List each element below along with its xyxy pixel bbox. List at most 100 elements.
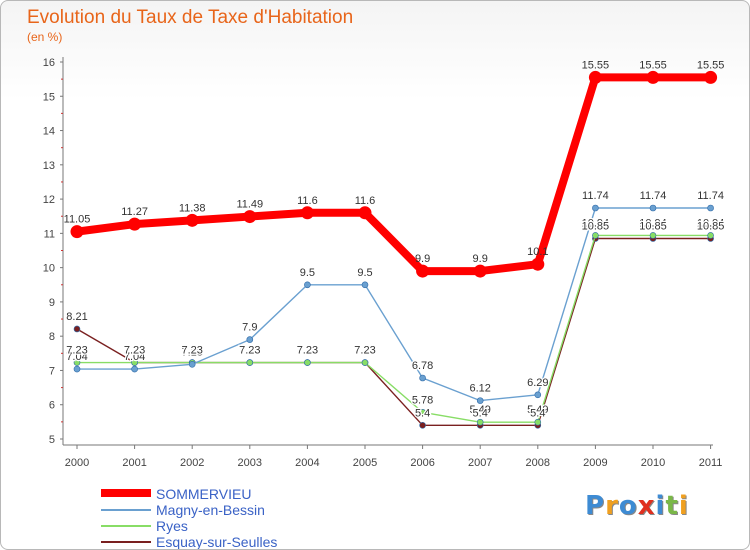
logo-letter: r xyxy=(605,491,619,521)
data-point xyxy=(476,418,484,426)
legend-swatch xyxy=(101,489,151,497)
series-line-ryes xyxy=(76,234,712,423)
data-label: 5.49 xyxy=(469,404,490,416)
legend-label: SOMMERVIEU xyxy=(156,486,252,502)
data-point xyxy=(70,225,84,239)
logo-letter: x xyxy=(637,491,656,521)
data-point xyxy=(419,408,426,416)
data-point xyxy=(707,232,714,239)
x-tick-label: 2006 xyxy=(410,457,434,469)
proxiti-logo: Proxiti xyxy=(585,491,689,521)
data-label: 7.23 xyxy=(66,345,87,357)
data-label: 7.23 xyxy=(354,345,375,357)
data-label: 10.85 xyxy=(639,221,667,233)
legend-label: Esquay-sur-Seulles xyxy=(156,534,278,550)
y-tick-label: 12 xyxy=(43,194,55,206)
data-point xyxy=(246,359,254,366)
data-label: 6.12 xyxy=(469,383,490,395)
data-point xyxy=(361,359,369,366)
data-label: 11.6 xyxy=(297,195,318,207)
data-point xyxy=(534,418,542,426)
data-point xyxy=(707,204,714,212)
data-label: 7.23 xyxy=(297,345,318,357)
data-label: 7.18 xyxy=(181,346,202,358)
series-line-magny-en-bessin xyxy=(76,207,712,402)
legend-swatch xyxy=(101,509,151,511)
chart-title: Evolution du Taux de Taxe d'Habitation xyxy=(27,7,354,28)
unit-label: (en %) xyxy=(27,30,63,44)
data-label: 6.78 xyxy=(412,360,433,372)
data-point xyxy=(592,232,599,239)
data-label: 5.4 xyxy=(473,407,488,419)
data-label: 11.74 xyxy=(697,190,724,202)
data-label: 7.23 xyxy=(124,345,145,357)
y-tick-label: 15 xyxy=(43,91,55,103)
data-label: 10.94 xyxy=(639,217,667,229)
data-label: 5.49 xyxy=(527,404,548,416)
data-point xyxy=(473,264,487,278)
y-tick-label: 11 xyxy=(44,228,55,240)
data-point xyxy=(588,70,602,84)
data-label: 11.05 xyxy=(64,214,91,226)
data-point xyxy=(476,397,484,404)
x-tick-label: 2010 xyxy=(641,457,665,469)
data-label: 15.55 xyxy=(697,59,725,71)
data-point xyxy=(188,360,196,368)
data-point xyxy=(73,365,81,373)
y-tick-label: 8 xyxy=(49,331,55,343)
data-point xyxy=(73,325,81,333)
data-label: 7.04 xyxy=(124,351,145,363)
x-tick-label: 2002 xyxy=(180,457,204,469)
data-point xyxy=(304,359,311,366)
data-point xyxy=(592,204,599,212)
data-point xyxy=(649,204,657,212)
data-label: 6.29 xyxy=(527,377,548,389)
logo-letter: t xyxy=(665,491,679,521)
data-point xyxy=(534,391,542,399)
y-tick-label: 10 xyxy=(43,263,55,275)
data-label: 7.23 xyxy=(181,345,202,357)
data-label: 11.74 xyxy=(582,190,609,202)
legend-swatch xyxy=(101,525,151,527)
data-point xyxy=(419,421,426,429)
data-point xyxy=(361,281,369,289)
data-point xyxy=(246,336,254,343)
data-point xyxy=(416,264,430,278)
data-label: 11.38 xyxy=(179,202,206,214)
logo-letter: P xyxy=(585,491,606,521)
data-label: 7.23 xyxy=(297,345,318,357)
x-tick-label: 2011 xyxy=(699,457,723,469)
data-label: 10.85 xyxy=(582,221,610,233)
legend-label: Magny-en-Bessin xyxy=(156,502,265,518)
y-tick-label: 16 xyxy=(43,57,55,69)
x-tick-label: 2007 xyxy=(468,457,492,469)
data-label: 15.55 xyxy=(639,59,667,71)
data-label: 10.1 xyxy=(527,246,548,258)
x-tick-label: 2005 xyxy=(353,457,377,469)
data-label: 15.55 xyxy=(582,59,610,71)
series-line-sommervieu xyxy=(73,73,715,276)
data-point xyxy=(128,217,142,231)
data-point xyxy=(243,210,257,224)
data-label: 11.6 xyxy=(355,195,376,207)
data-label: 8.21 xyxy=(66,311,87,323)
data-label: 9.5 xyxy=(357,267,372,279)
data-label: 7.23 xyxy=(181,345,202,357)
data-label: 9.5 xyxy=(300,267,315,279)
legend-label: Ryes xyxy=(156,518,188,534)
data-label: 5.4 xyxy=(415,407,430,419)
x-tick-label: 2004 xyxy=(295,457,319,469)
legend-swatch xyxy=(101,541,151,543)
data-label: 7.23 xyxy=(239,345,260,357)
x-tick-label: 2003 xyxy=(238,457,262,469)
data-point xyxy=(300,206,314,220)
data-label: 7.23 xyxy=(124,345,145,357)
data-label: 7.23 xyxy=(239,345,260,357)
data-label: 5.78 xyxy=(412,394,433,406)
y-tick-label: 5 xyxy=(49,434,55,446)
data-point xyxy=(131,365,138,373)
x-tick-label: 2009 xyxy=(583,457,607,469)
logo-letter: i xyxy=(678,491,689,521)
data-label: 7.04 xyxy=(66,351,87,363)
